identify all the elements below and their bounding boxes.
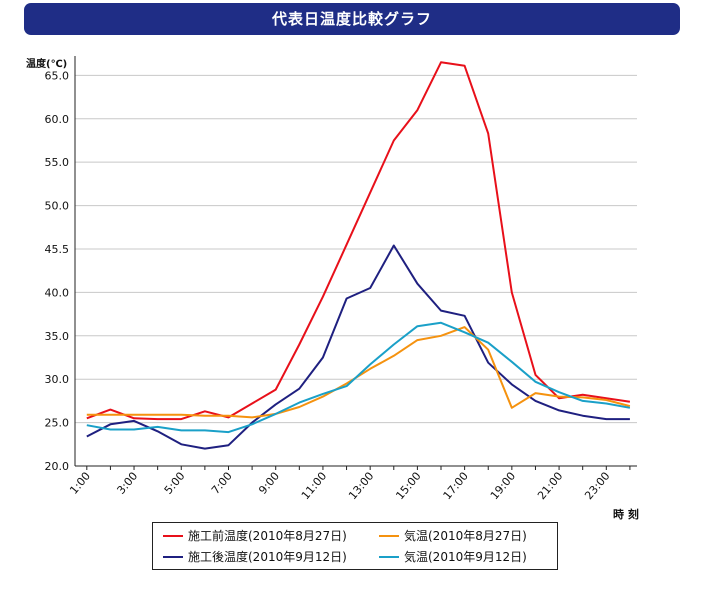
x-tick-label: 9:00 [256,470,282,497]
series-line-2 [86,244,630,450]
y-tick-label: 45.5 [45,243,70,256]
legend-swatch [163,555,183,558]
y-tick-label: 30.0 [45,373,70,386]
y-tick-label: 40.0 [45,286,70,299]
legend-swatch [379,534,399,537]
axes [74,56,637,470]
legend-item-series-4: 気温(2010年9月12日) [379,547,527,567]
series-line-4 [86,321,631,434]
x-tick-label: 11:00 [299,470,329,503]
x-tick-label: 19:00 [488,470,518,503]
x-tick-label: 1:00 [67,470,93,497]
series-line-1 [86,61,631,421]
y-axis-label: 温度(℃) [26,57,67,70]
x-tick-labels: 1:00 3:00 5:00 7:00 9:00 11:00 13:00 15:00 17:00… [67,470,612,503]
y-tick-labels: 20.0 25.0 30.0 35.0 40.0 45.5 50.0 55.0 60.0 65.0 [45,69,70,473]
y-tick-label: 65.0 [45,69,70,82]
legend-label: 気温(2010年9月12日) [404,550,527,564]
x-tick-label: 7:00 [209,470,235,497]
legend-item-series-3: 気温(2010年8月27日) [379,526,527,546]
x-tick-label: 23:00 [582,470,612,503]
x-tick-label: 5:00 [162,470,188,497]
legend-item-series-2: 施工後温度(2010年9月12日) [163,547,347,567]
x-tick-label: 15:00 [393,470,423,503]
y-tick-label: 35.0 [45,330,70,343]
legend-item-series-1: 施工前温度(2010年8月27日) [163,526,347,546]
series-lines [86,61,631,450]
legend-swatch [163,534,183,537]
legend: 施工前温度(2010年8月27日) 施工後温度(2010年9月12日) 気温(2… [152,522,558,570]
grid-lines [75,74,637,424]
y-tick-label: 55.0 [45,156,70,169]
x-tick-label: 21:00 [535,470,565,503]
x-tick-label: 13:00 [346,470,376,503]
series-line-3 [86,326,631,419]
y-tick-label: 20.0 [45,460,70,473]
x-axis-label: 時 刻 [613,507,639,521]
legend-swatch [379,555,399,558]
y-tick-label: 25.0 [45,417,70,430]
chart-title: 代表日温度比較グラフ [24,3,680,35]
x-tick-label: 17:00 [441,470,471,503]
x-tick-label: 3:00 [114,470,140,497]
legend-label: 気温(2010年8月27日) [404,529,527,543]
y-tick-label: 50.0 [45,200,70,213]
legend-label: 施工前温度(2010年8月27日) [188,529,347,543]
legend-label: 施工後温度(2010年9月12日) [188,550,347,564]
y-tick-label: 60.0 [45,113,70,126]
